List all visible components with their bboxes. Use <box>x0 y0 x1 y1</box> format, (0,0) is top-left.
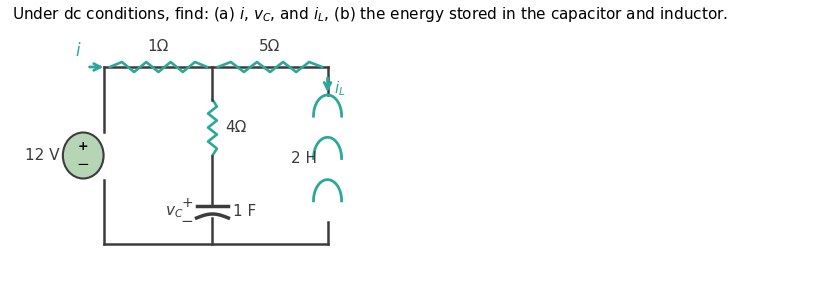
Text: $v_C$: $v_C$ <box>165 204 184 220</box>
Text: −: − <box>180 213 193 228</box>
Text: Under dc conditions, find: (a) $i$, $v_C$, and $i_L$, (b) the energy stored in t: Under dc conditions, find: (a) $i$, $v_C… <box>11 5 727 24</box>
Text: 5Ω: 5Ω <box>259 39 281 54</box>
Text: +: + <box>78 140 88 153</box>
Circle shape <box>63 132 104 179</box>
Text: 1 F: 1 F <box>233 205 256 219</box>
Text: 2 H: 2 H <box>291 151 317 166</box>
Text: −: − <box>77 157 90 172</box>
Text: $i$: $i$ <box>74 42 81 60</box>
Text: 1Ω: 1Ω <box>148 39 169 54</box>
Text: $i_L$: $i_L$ <box>334 80 345 98</box>
Text: 12 V: 12 V <box>24 148 60 163</box>
Text: 4Ω: 4Ω <box>225 120 246 135</box>
Text: +: + <box>181 196 193 210</box>
